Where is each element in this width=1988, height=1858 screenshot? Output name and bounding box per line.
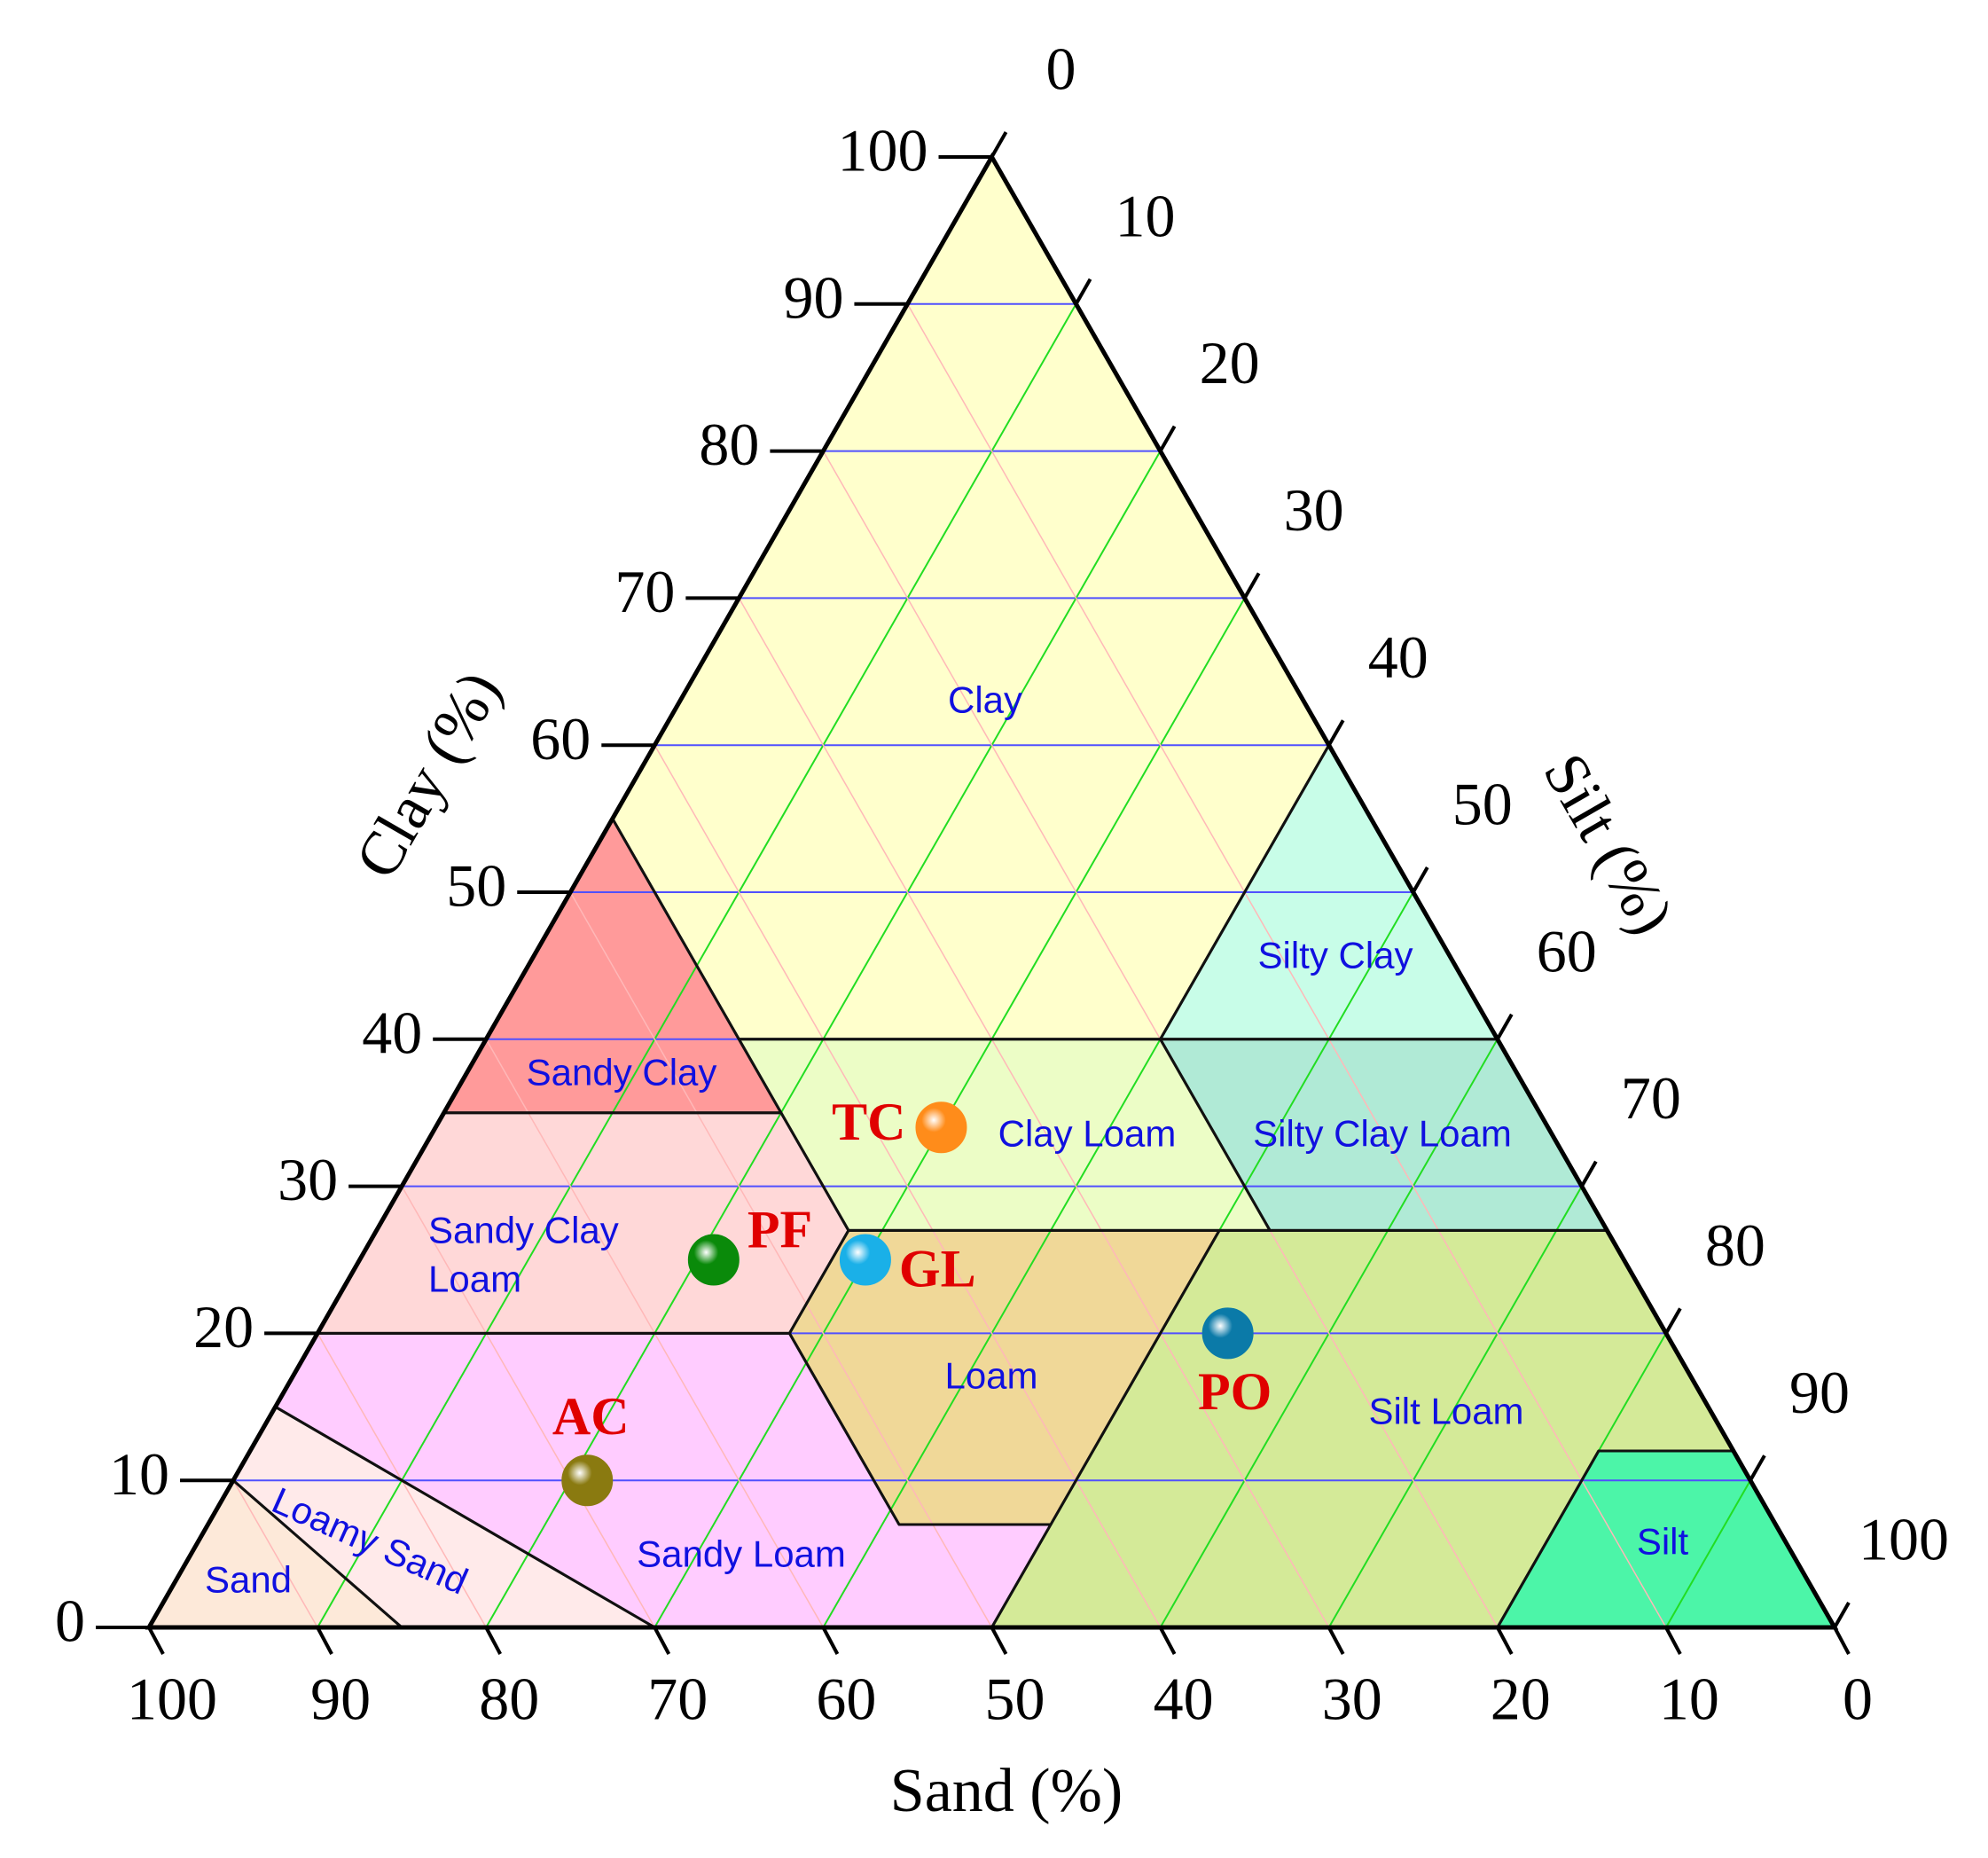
silt-tick [1327, 719, 1345, 747]
point-label: GL [899, 1239, 976, 1297]
sand-tick-label: 30 [1322, 1666, 1382, 1733]
sand-tick [484, 1627, 502, 1655]
silt-tick-label: 90 [1789, 1359, 1850, 1426]
region [789, 1230, 1220, 1525]
sand-tick [990, 1627, 1008, 1655]
region-label: Silt [1636, 1520, 1689, 1563]
region-label: Sandy Clay [526, 1051, 717, 1094]
data-point [839, 1234, 891, 1286]
silt-tick [1496, 1013, 1514, 1040]
sand-tick-label: 70 [647, 1666, 708, 1733]
sand-axis-title: Sand (%) [890, 1757, 1123, 1825]
silt-tick-label: 60 [1537, 917, 1597, 984]
silt-tick [1074, 278, 1092, 305]
data-point [561, 1454, 614, 1507]
region [1497, 1451, 1835, 1627]
sand-tick [316, 1627, 333, 1655]
sand-grid-line [906, 303, 1667, 1628]
sand-grid-line [401, 1186, 655, 1628]
region-label: Clay [947, 678, 1023, 721]
point-label: PO [1198, 1362, 1272, 1421]
sand-tick-label: 0 [1843, 1666, 1873, 1733]
data-point [687, 1234, 740, 1286]
clay-tick-label: 10 [109, 1440, 169, 1508]
sand-tick [653, 1627, 671, 1655]
region-label: Sand [204, 1558, 293, 1601]
point-label: PF [747, 1200, 812, 1258]
silt-tick-label: 40 [1368, 623, 1428, 691]
region-label: Clay Loam [998, 1112, 1177, 1155]
silt-tick [1580, 1160, 1598, 1188]
clay-tick-label: 30 [278, 1146, 338, 1213]
silt-grid-line [1327, 1186, 1583, 1628]
silt-tick-label: 100 [1859, 1506, 1949, 1573]
clay-tick-label: 20 [193, 1293, 254, 1360]
clay-tick-label: 0 [55, 1588, 85, 1655]
silt-tick-label: 10 [1115, 182, 1176, 249]
clay-tick-label: 70 [614, 558, 675, 625]
point-label: TC [832, 1093, 905, 1151]
sand-tick-label: 60 [816, 1666, 876, 1733]
sand-tick-label: 20 [1491, 1666, 1551, 1733]
silt-tick [1664, 1307, 1682, 1335]
sand-tick-label: 10 [1659, 1666, 1719, 1733]
sand-grid-line [738, 598, 1330, 1628]
region-label: Sandy Loam [637, 1533, 846, 1575]
sand-tick [821, 1627, 840, 1655]
sand-tick-label: 40 [1154, 1666, 1214, 1733]
silt-tick-label: 50 [1452, 771, 1513, 838]
clay-tick-label: 50 [446, 852, 506, 920]
region-label: Silt Loam [1368, 1390, 1524, 1432]
region-label: Loam [944, 1354, 1038, 1397]
region [991, 1230, 1734, 1627]
silt-tick [990, 131, 1008, 158]
silt-axis-title: Silt (%) [1530, 742, 1687, 945]
clay-tick-label: 100 [838, 117, 928, 184]
sand-tick-label: 100 [127, 1666, 217, 1733]
sand-grid-line [232, 1479, 318, 1628]
data-point [1201, 1307, 1254, 1360]
silt-tick-label: 20 [1200, 329, 1260, 396]
silt-tick [1833, 1602, 1851, 1628]
region [739, 1039, 1271, 1231]
clay-tick-label: 80 [699, 411, 759, 478]
sand-tick-label: 50 [985, 1666, 1045, 1733]
silt-tick [1412, 866, 1429, 893]
silt-tick [1242, 572, 1261, 600]
silt-tick-label: 30 [1284, 476, 1344, 544]
silt-grid-line [1665, 1479, 1751, 1628]
data-point [915, 1101, 967, 1154]
sand-tick [147, 1627, 165, 1655]
sand-grid-line [569, 891, 993, 1628]
region-label: Silty Clay Loam [1253, 1112, 1512, 1155]
sand-tick [1327, 1627, 1345, 1655]
silt-tick [1158, 425, 1177, 452]
clay-tick-label: 40 [362, 999, 422, 1066]
sand-tick [1158, 1627, 1177, 1655]
silt-tick-label: 70 [1621, 1064, 1681, 1132]
clay-tick-label: 60 [530, 705, 591, 772]
point-label: AC [552, 1387, 630, 1446]
region-label: Sandy Clay Loam [428, 1209, 619, 1299]
sand-tick [1664, 1627, 1682, 1655]
sand-tick-label: 90 [310, 1666, 371, 1733]
silt-tick-label: 0 [1046, 35, 1076, 103]
sand-tick [1496, 1627, 1514, 1655]
silt-tick [1749, 1454, 1766, 1482]
sand-tick-label: 80 [479, 1666, 539, 1733]
clay-tick-label: 90 [783, 263, 843, 331]
sand-tick [1833, 1627, 1851, 1655]
region-label: Silty Clay [1257, 934, 1413, 976]
silt-tick-label: 80 [1705, 1211, 1765, 1279]
